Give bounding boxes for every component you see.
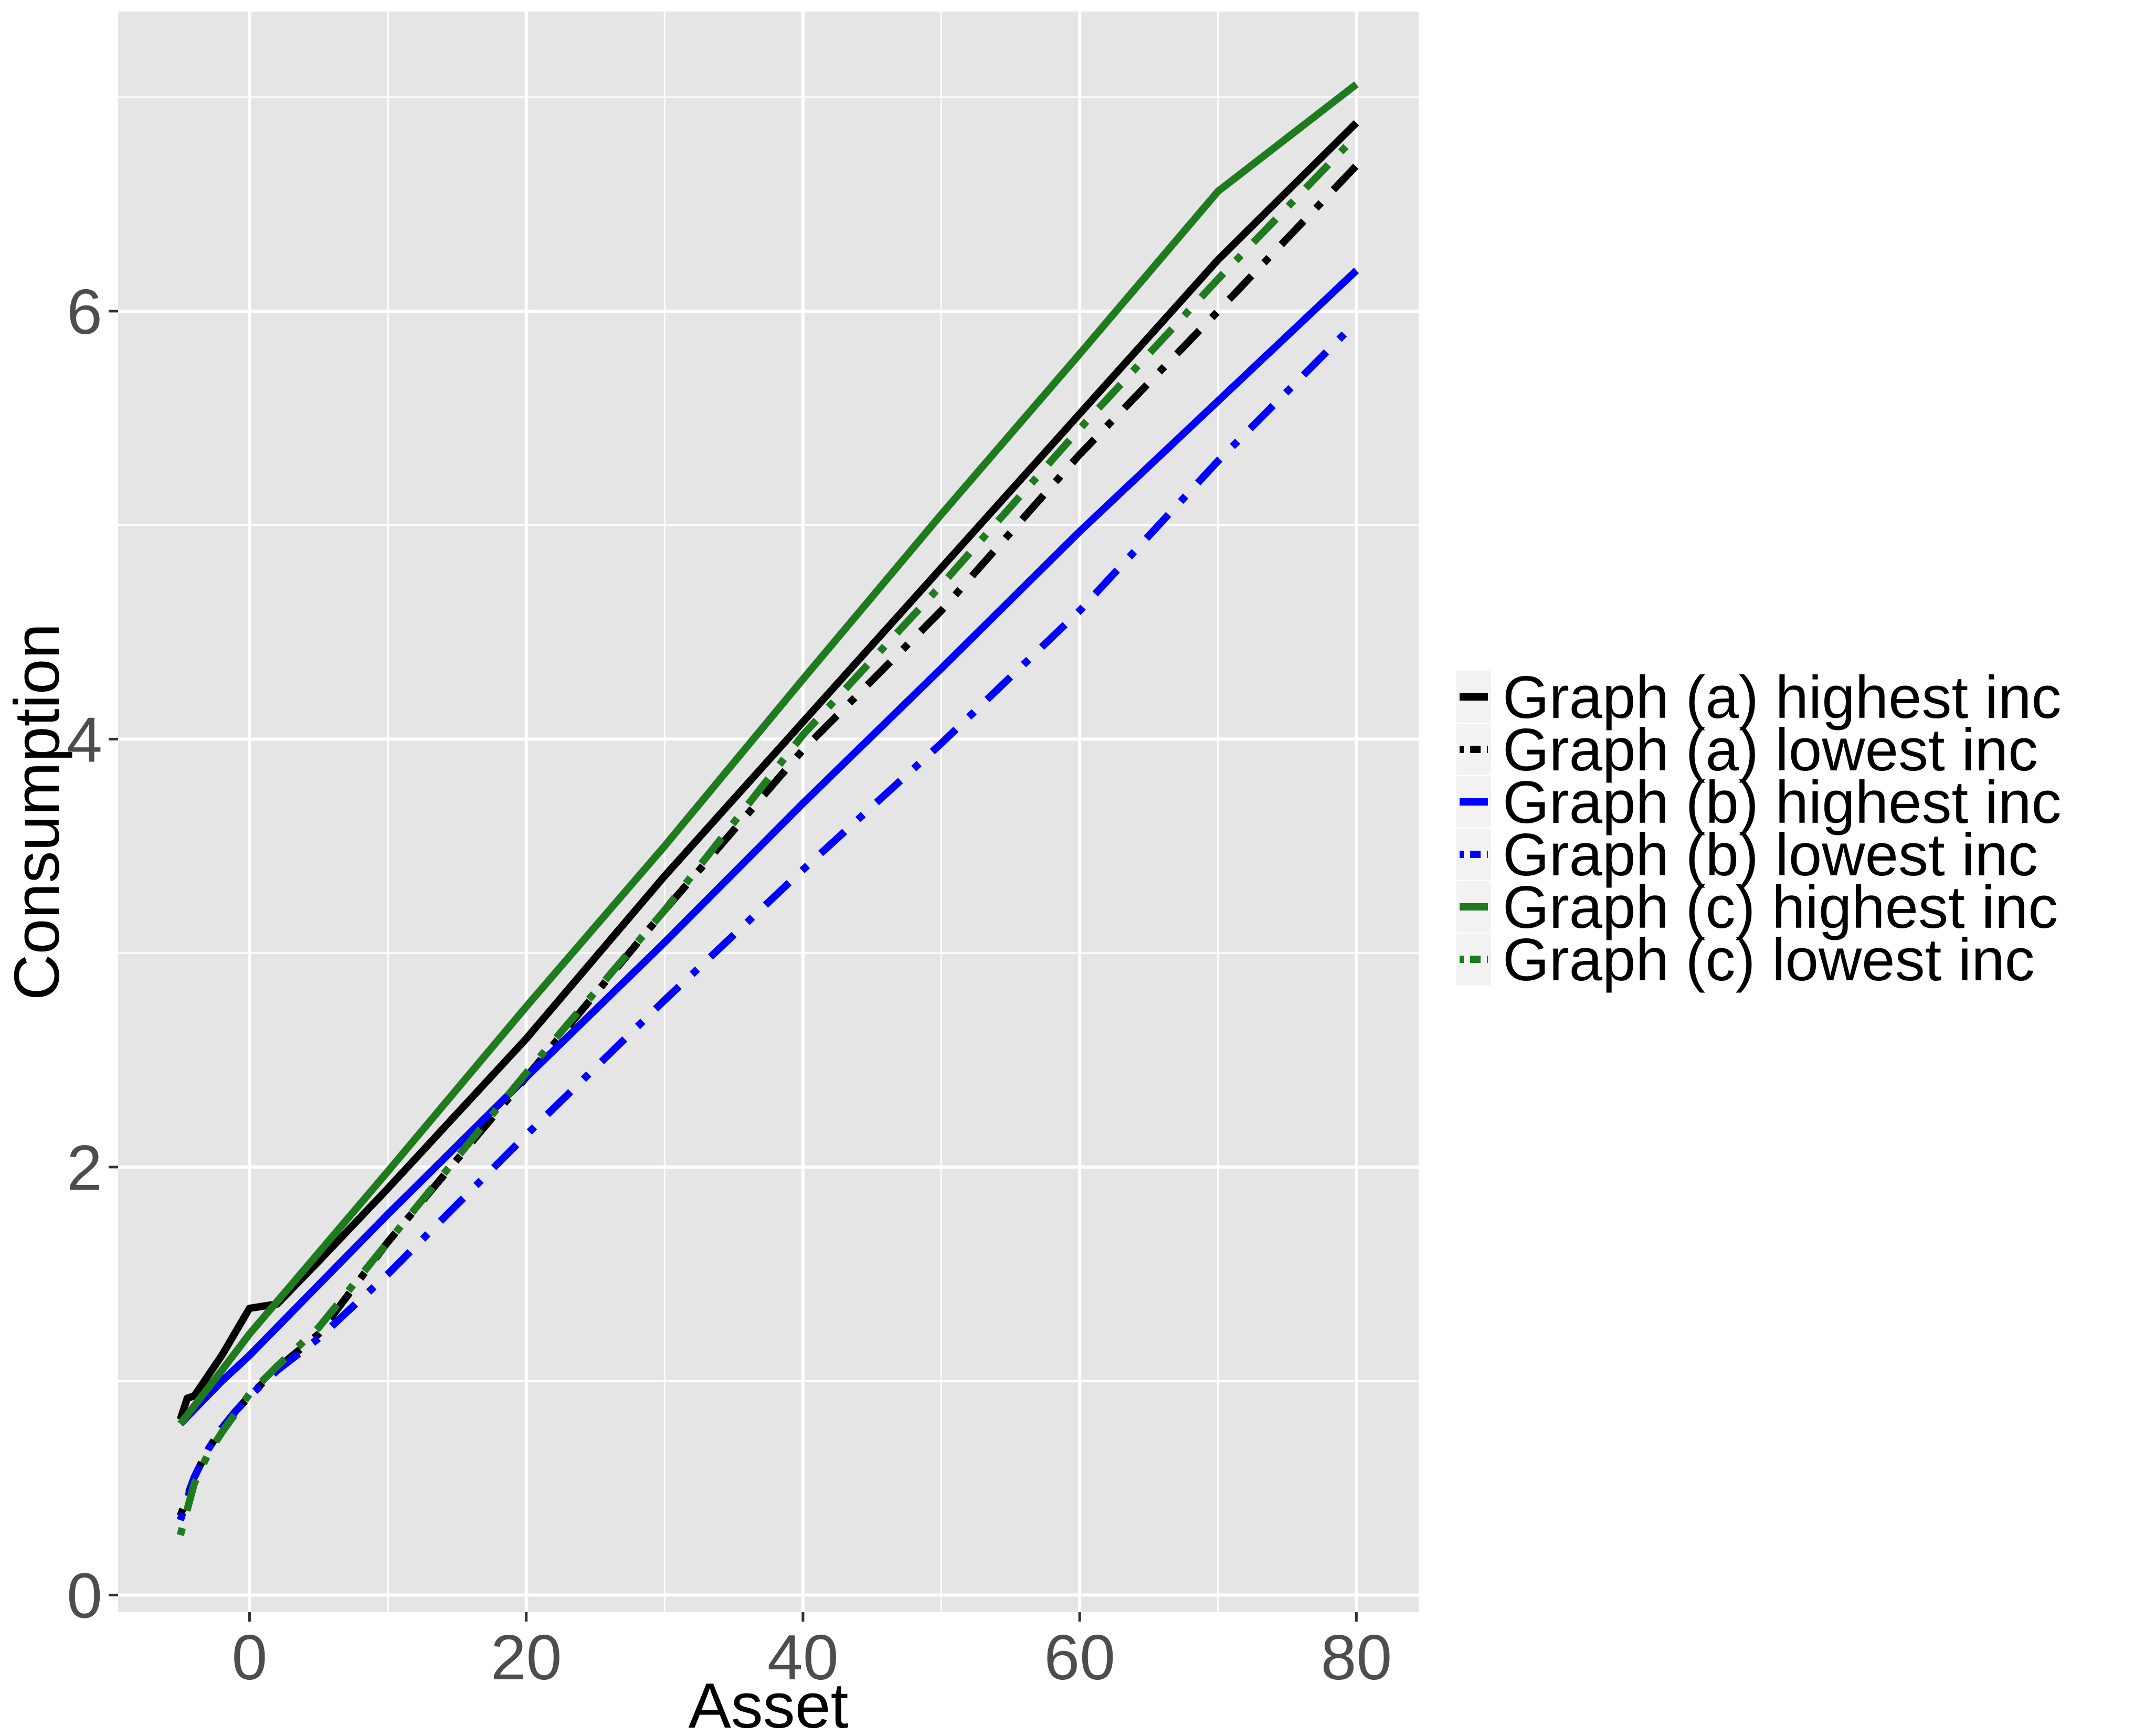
x-tick-label: 20 xyxy=(491,1622,562,1693)
grid-lines xyxy=(118,12,1419,1612)
x-tick-label: 0 xyxy=(232,1622,268,1693)
x-axis-title: Asset xyxy=(688,1670,848,1736)
series-line-3 xyxy=(177,268,1359,1427)
series-line-5 xyxy=(177,81,1359,1426)
y-tick-label: 4 xyxy=(67,704,102,775)
legend-label: Graph (b) highest inc xyxy=(1503,769,2062,836)
y-tick-label: 0 xyxy=(67,1560,102,1631)
y-tick-label: 6 xyxy=(67,276,102,347)
series-line-6 xyxy=(176,133,1359,1537)
legend-label: Graph (a) highest inc xyxy=(1503,664,2062,731)
x-tick-label: 60 xyxy=(1044,1622,1115,1693)
x-tick-label: 40 xyxy=(767,1622,839,1693)
y-axis-title: Consumption xyxy=(1,623,72,1001)
legend-label: Graph (b) lowest inc xyxy=(1503,822,2038,888)
x-tick-label: 80 xyxy=(1321,1622,1392,1693)
series-line-1 xyxy=(176,120,1359,1421)
legend-label: Graph (a) lowest inc xyxy=(1503,717,2038,784)
legend-label: Graph (c) highest inc xyxy=(1503,874,2058,941)
y-tick-label: 2 xyxy=(67,1132,102,1203)
series-lines xyxy=(176,81,1359,1537)
axes: 0 20 40 60 80 0 2 4 6 xyxy=(67,276,1392,1693)
series-line-4 xyxy=(176,319,1359,1521)
legend-label: Graph (c) lowest inc xyxy=(1503,927,2035,993)
